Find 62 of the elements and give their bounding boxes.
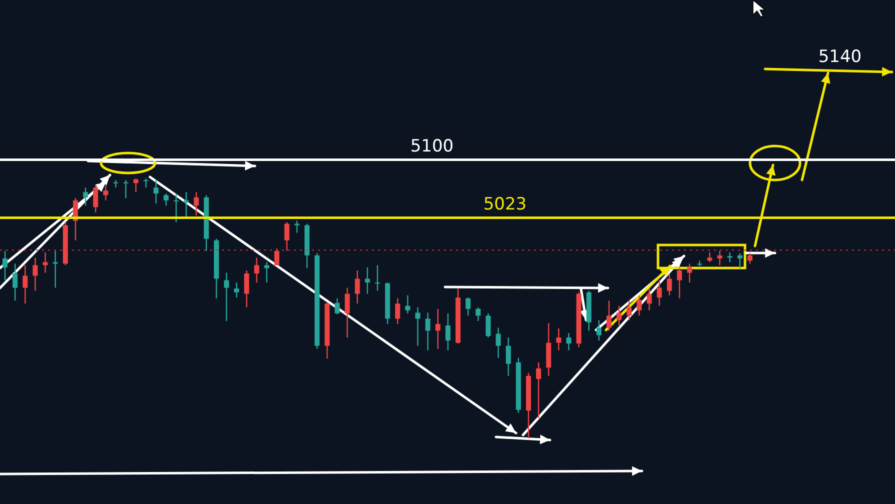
- candlestick: [566, 332, 572, 351]
- candlestick: [737, 252, 742, 269]
- candlestick: [354, 270, 360, 304]
- candlestick: [224, 272, 229, 322]
- candlestick: [476, 306, 481, 322]
- candlestick: [425, 312, 430, 351]
- candlestick: [83, 186, 88, 206]
- candlestick: [606, 300, 612, 332]
- candlestick: [445, 312, 450, 351]
- candlestick: [143, 178, 148, 188]
- candlestick: [496, 327, 501, 358]
- candlestick: [22, 264, 28, 304]
- candlestick: [687, 263, 692, 284]
- candlestick: [707, 252, 712, 263]
- candlestick: [435, 308, 440, 350]
- candlestick: [133, 178, 138, 193]
- candlestick: [234, 282, 240, 298]
- candlestick: [344, 287, 350, 338]
- candlestick: [616, 305, 622, 326]
- text: 5140: [818, 47, 862, 67]
- candlestick: [244, 270, 250, 308]
- candlestick: [395, 298, 400, 325]
- candlestick: [12, 263, 18, 302]
- ref-line-label: 5100: [410, 136, 454, 157]
- candlestick: [466, 296, 471, 316]
- candlestick: [636, 294, 642, 316]
- candlestick: [596, 320, 602, 342]
- candlestick: [626, 300, 632, 321]
- candlestick: [113, 179, 118, 188]
- candlestick: [415, 306, 420, 346]
- candlestick: [717, 250, 722, 266]
- candlestick: [284, 222, 290, 252]
- candlestick: [154, 179, 159, 204]
- candlestick: [676, 266, 682, 299]
- candlestick: [405, 294, 410, 314]
- candlestick: [2, 250, 8, 281]
- candlestick: [52, 250, 58, 288]
- candlestick: [666, 272, 672, 296]
- candlestick: [254, 257, 260, 284]
- candlestick: [194, 192, 199, 216]
- candlestick: [364, 266, 370, 294]
- candlestick: [294, 220, 300, 234]
- candlestick: [123, 179, 128, 199]
- ref-line-label: 5023: [483, 194, 527, 215]
- candlestick: [103, 184, 108, 201]
- candlestick: [264, 262, 270, 284]
- candlestick: [334, 298, 340, 315]
- candlestick: [727, 252, 732, 263]
- candlestick: [42, 252, 48, 274]
- candlestick: [486, 312, 491, 338]
- candlestick: [164, 193, 169, 206]
- candlestick: [174, 193, 179, 223]
- candlestick: [747, 252, 752, 264]
- candlestick: [374, 264, 380, 292]
- candlestick: [506, 336, 511, 377]
- candlestick: [556, 328, 562, 351]
- candlestick: [536, 362, 542, 419]
- candlestick: [93, 184, 98, 214]
- candlestick: [646, 288, 652, 311]
- candlestick: [656, 280, 662, 306]
- candlestick: [274, 248, 280, 266]
- candlestick: [32, 257, 38, 292]
